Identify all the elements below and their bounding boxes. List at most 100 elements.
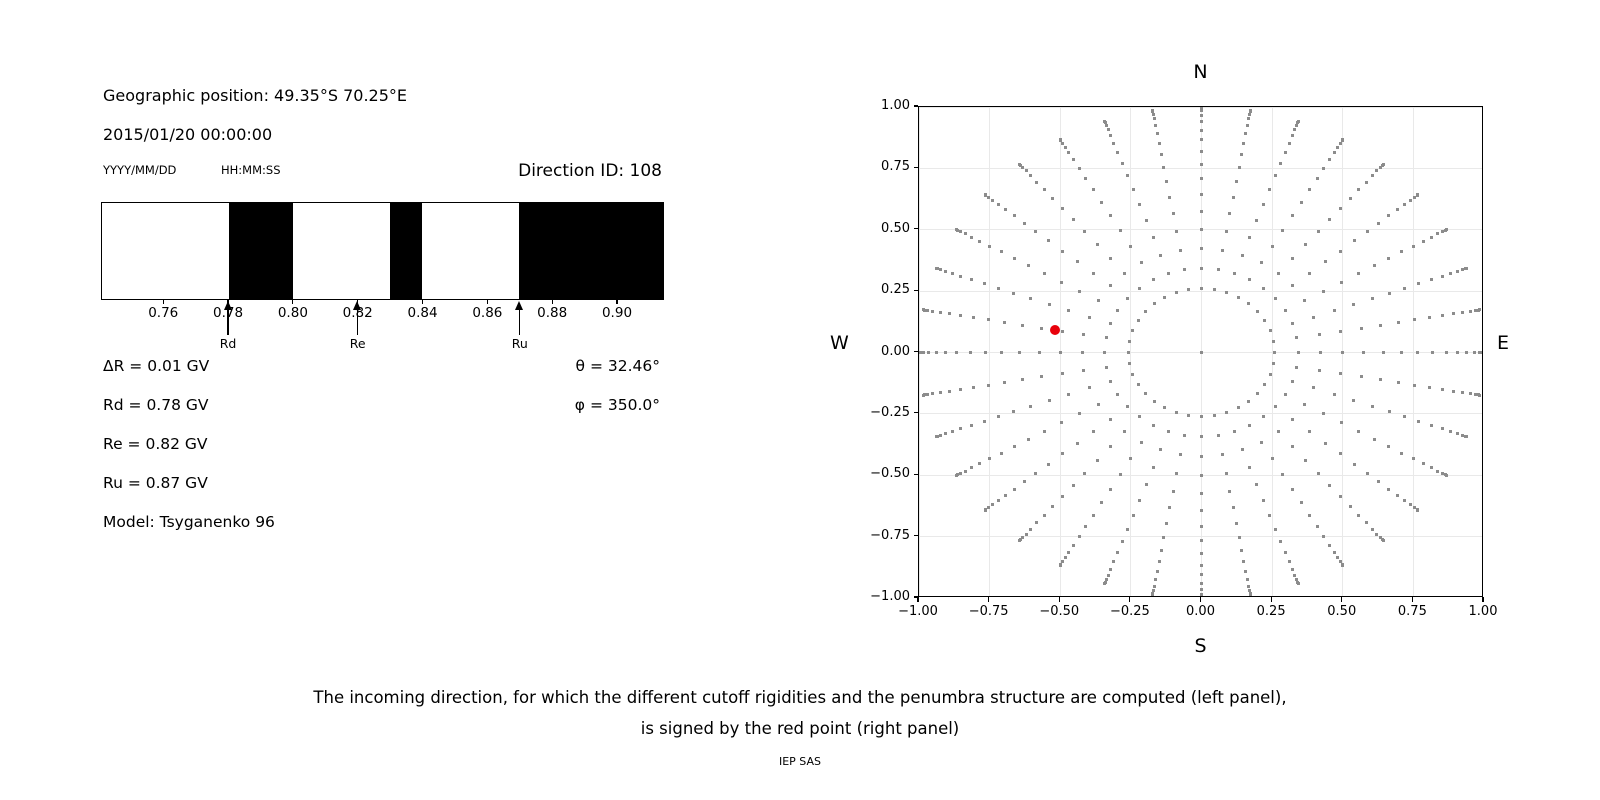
theta-value: θ = 32.46° bbox=[575, 357, 660, 375]
direction-grid-dot bbox=[1123, 430, 1127, 434]
direction-grid-dot bbox=[1200, 267, 1203, 271]
direction-grid-dot bbox=[1003, 494, 1007, 498]
direction-grid-dot bbox=[1456, 432, 1460, 436]
phi-value: φ = 350.0° bbox=[574, 396, 660, 414]
direction-grid-dot bbox=[1084, 176, 1088, 180]
direction-grid-dot bbox=[1370, 297, 1374, 301]
direction-grid-dot bbox=[1259, 440, 1263, 444]
direction-grid-dot bbox=[1091, 429, 1095, 433]
direction-grid-dot bbox=[1303, 299, 1307, 303]
direction-grid-dot bbox=[959, 274, 963, 278]
direction-grid-dot bbox=[1273, 351, 1277, 354]
x-axis-tick bbox=[988, 597, 990, 602]
gridline-vertical bbox=[1271, 107, 1273, 596]
direction-grid-dot bbox=[1274, 527, 1278, 531]
direction-grid-dot bbox=[1262, 202, 1266, 206]
direction-grid-dot bbox=[1396, 320, 1400, 324]
direction-grid-dot bbox=[1027, 437, 1030, 441]
direction-grid-dot bbox=[1125, 297, 1129, 301]
direction-grid-dot bbox=[1144, 218, 1148, 222]
direction-grid-dot bbox=[1060, 560, 1064, 564]
direction-grid-dot bbox=[1012, 214, 1016, 218]
direction-grid-dot bbox=[1060, 249, 1064, 253]
direction-grid-dot bbox=[1449, 429, 1453, 433]
direction-grid-dot bbox=[1403, 499, 1407, 503]
direction-grid-dot bbox=[1165, 521, 1169, 525]
direction-grid-dot bbox=[1341, 563, 1345, 567]
datetime-label: 2015/01/20 00:00:00 bbox=[103, 125, 273, 144]
direction-grid-dot bbox=[1255, 483, 1259, 487]
direction-grid-dot bbox=[1136, 319, 1140, 323]
direction-grid-dot bbox=[1103, 120, 1107, 124]
direction-grid-dot bbox=[1200, 563, 1203, 567]
x-axis-tick bbox=[1129, 597, 1131, 602]
compass-north-label: N bbox=[1193, 61, 1208, 83]
direction-grid-dot bbox=[1256, 310, 1259, 314]
direction-grid-dot bbox=[1058, 138, 1062, 142]
direction-grid-dot bbox=[1123, 271, 1127, 275]
direction-grid-dot bbox=[1440, 471, 1444, 475]
direction-grid-dot bbox=[1103, 351, 1107, 354]
direction-grid-dot bbox=[1144, 483, 1148, 487]
direction-grid-dot bbox=[1293, 128, 1297, 132]
direction-grid-dot bbox=[1112, 141, 1116, 145]
direction-grid-dot bbox=[1137, 499, 1141, 503]
direction-grid-dot bbox=[1029, 174, 1033, 178]
direction-grid-dot bbox=[1465, 267, 1469, 271]
direction-grid-dot bbox=[1403, 415, 1407, 419]
direction-grid-dot bbox=[1440, 274, 1444, 278]
direction-grid-dot bbox=[1136, 382, 1140, 386]
direction-grid-dot bbox=[1021, 378, 1025, 382]
direction-grid-dot bbox=[1357, 429, 1361, 433]
direction-grid-dot bbox=[990, 503, 994, 507]
direction-grid-dot bbox=[1291, 284, 1295, 288]
direction-grid-dot bbox=[1370, 404, 1374, 408]
direction-grid-dot bbox=[1109, 567, 1113, 571]
direction-grid-dot bbox=[1200, 138, 1203, 142]
direction-grid-dot bbox=[1315, 176, 1319, 180]
direction-grid-dot bbox=[1200, 454, 1203, 458]
direction-grid-dot bbox=[1060, 452, 1064, 456]
direction-grid-dot bbox=[1129, 457, 1133, 461]
gridline-horizontal bbox=[919, 536, 1482, 538]
direction-grid-dot bbox=[1413, 506, 1417, 510]
direction-grid-dot bbox=[1042, 272, 1046, 276]
direction-grid-dot bbox=[1339, 249, 1343, 253]
direction-grid-dot bbox=[1293, 573, 1297, 577]
direction-grid-dot bbox=[1087, 386, 1091, 390]
direction-grid-dot bbox=[1077, 535, 1081, 539]
direction-grid-dot bbox=[1150, 592, 1154, 596]
direction-grid-dot bbox=[999, 451, 1003, 455]
direction-grid-dot bbox=[1339, 372, 1343, 376]
direction-grid-dot bbox=[1233, 429, 1237, 433]
penumbra-x-tick-label: 0.80 bbox=[277, 305, 308, 321]
direction-grid-dot bbox=[955, 351, 959, 354]
direction-grid-dot bbox=[1387, 256, 1391, 260]
direction-grid-dot bbox=[1000, 351, 1004, 354]
direction-grid-dot bbox=[1153, 578, 1157, 582]
direction-grid-dot bbox=[934, 434, 938, 438]
penumbra-x-tick-label: 0.90 bbox=[601, 305, 633, 321]
direction-grid-dot bbox=[1024, 169, 1028, 173]
direction-grid-dot bbox=[1077, 166, 1081, 170]
direction-grid-dot bbox=[1151, 112, 1155, 116]
direction-grid-dot bbox=[1328, 483, 1332, 487]
direction-grid-dot bbox=[1171, 489, 1175, 493]
direction-grid-dot bbox=[1200, 524, 1203, 528]
direction-grid-dot bbox=[1364, 180, 1368, 184]
y-axis-tick-label: 0.75 bbox=[881, 159, 910, 175]
direction-grid-dot bbox=[950, 272, 954, 276]
direction-grid-dot bbox=[1290, 445, 1294, 449]
direction-grid-dot bbox=[1246, 123, 1250, 127]
direction-grid-dot bbox=[1118, 472, 1122, 476]
direction-grid-dot bbox=[983, 508, 987, 512]
direction-grid-dot bbox=[986, 318, 990, 322]
direction-grid-dot bbox=[1152, 584, 1156, 588]
x-axis-tick bbox=[1411, 597, 1413, 602]
direction-grid-dot bbox=[1003, 381, 1007, 385]
direction-grid-dot bbox=[1381, 162, 1385, 166]
direction-grid-dot bbox=[972, 385, 976, 389]
direction-grid-dot bbox=[1378, 165, 1382, 169]
x-axis-tick-label: −0.50 bbox=[1039, 604, 1080, 619]
direction-grid-dot bbox=[1200, 539, 1203, 543]
